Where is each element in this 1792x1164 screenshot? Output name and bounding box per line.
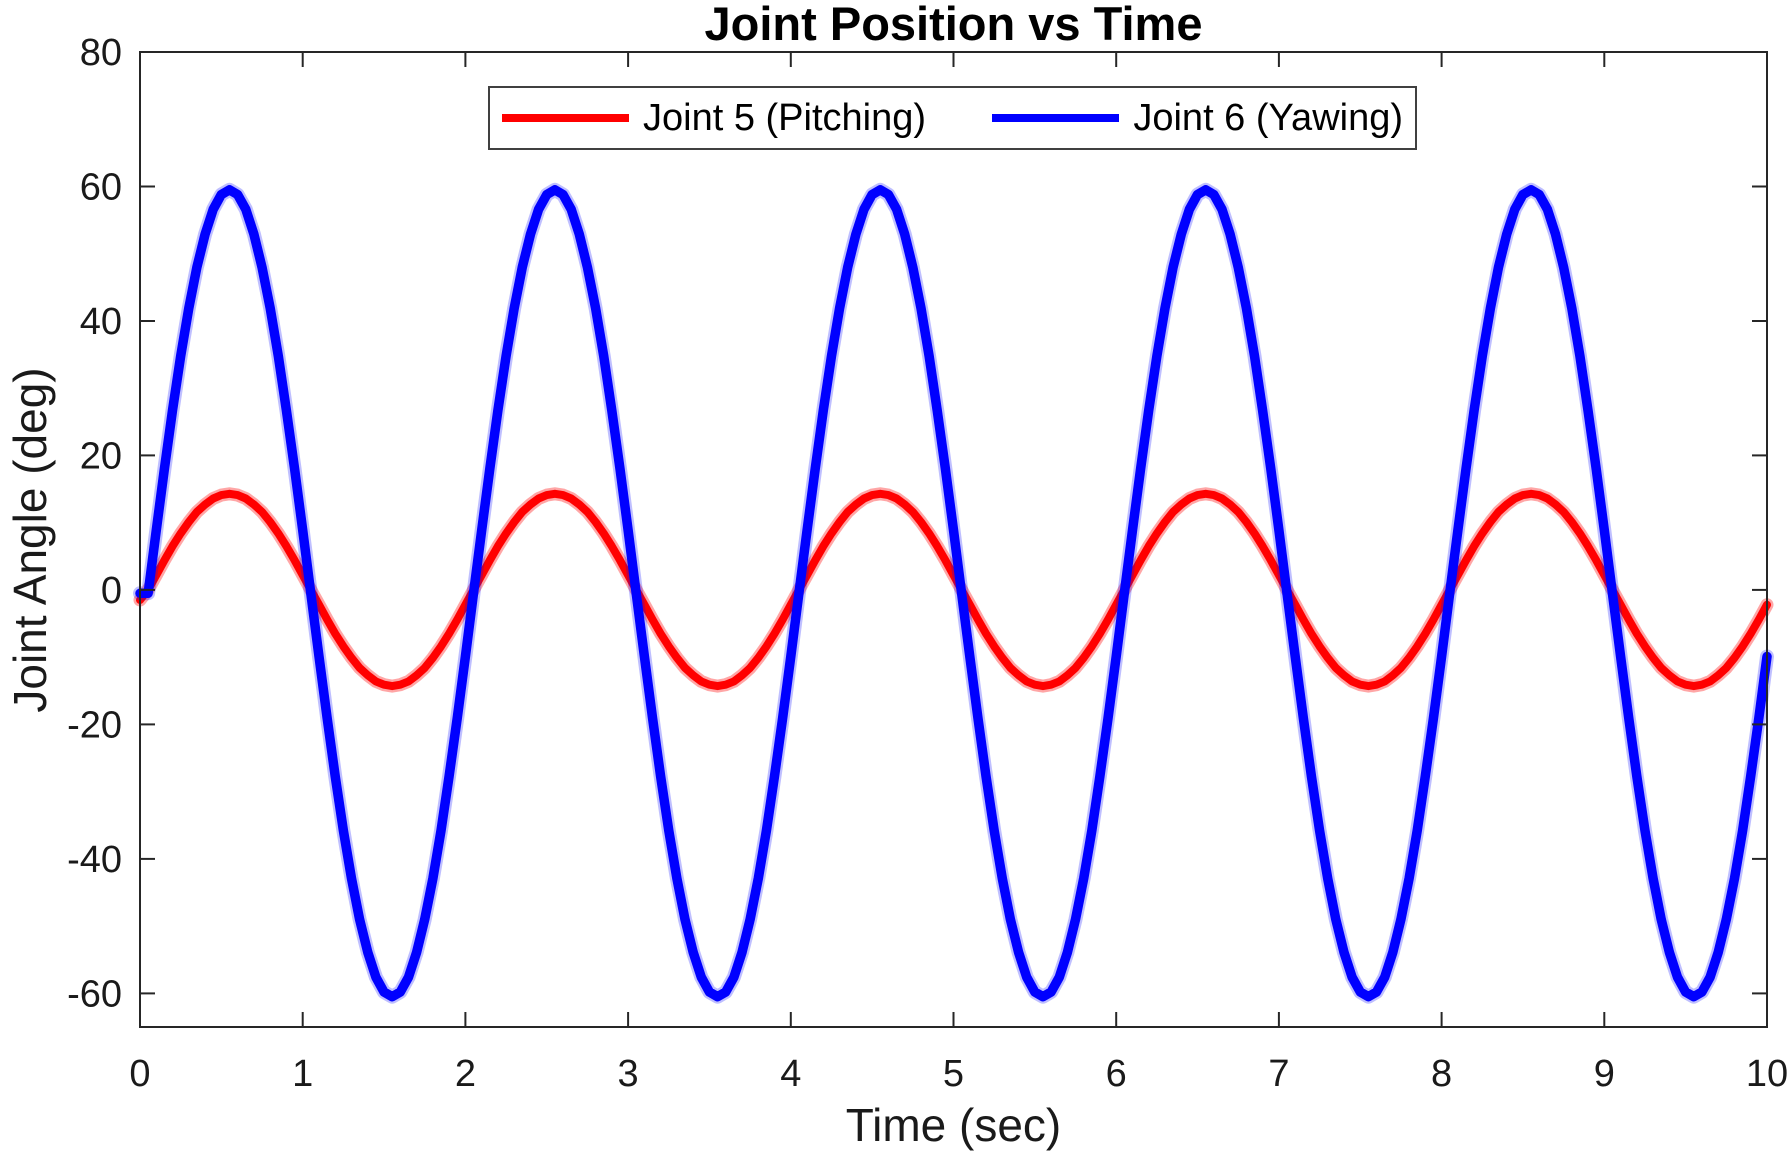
y-tick-label: 20 <box>80 435 122 477</box>
y-tick-label: 80 <box>80 32 122 74</box>
series-line-0 <box>136 489 1771 691</box>
series-line-1 <box>135 185 1772 1002</box>
x-tick-label: 10 <box>1746 1053 1788 1095</box>
x-tick-label: 6 <box>1106 1053 1127 1095</box>
x-tick-label: 8 <box>1431 1053 1452 1095</box>
x-tick-label: 9 <box>1594 1053 1615 1095</box>
y-tick-label: -40 <box>67 839 122 881</box>
legend-item-joint6: Joint 6 (Yawing) <box>992 97 1403 140</box>
y-tick-label: 60 <box>80 167 122 209</box>
x-tick-label: 0 <box>129 1053 150 1095</box>
y-tick-label: 0 <box>101 570 122 612</box>
legend-box: Joint 5 (Pitching) Joint 6 (Yawing) <box>488 86 1417 150</box>
legend-label-joint6: Joint 6 (Yawing) <box>1133 96 1403 139</box>
x-tick-label: 1 <box>292 1053 313 1095</box>
legend-label-joint5: Joint 5 (Pitching) <box>643 96 927 139</box>
y-tick-label: -20 <box>67 704 122 746</box>
chart-title: Joint Position vs Time <box>704 0 1203 50</box>
x-tick-label: 3 <box>618 1053 639 1095</box>
x-tick-label: 7 <box>1268 1053 1289 1095</box>
x-tick-label: 4 <box>780 1053 801 1095</box>
y-axis-label: Joint Angle (deg) <box>4 367 56 713</box>
y-tick-label: 40 <box>80 301 122 343</box>
legend-item-joint5: Joint 5 (Pitching) <box>502 97 926 140</box>
x-tick-label: 5 <box>943 1053 964 1095</box>
y-tick-label: -60 <box>67 973 122 1015</box>
series-halo-1 <box>133 182 1774 1004</box>
joint6-line-swatch <box>992 114 1120 122</box>
joint5-line-swatch <box>502 114 629 122</box>
x-tick-label: 2 <box>455 1053 476 1095</box>
x-axis-label: Time (sec) <box>845 1099 1062 1151</box>
